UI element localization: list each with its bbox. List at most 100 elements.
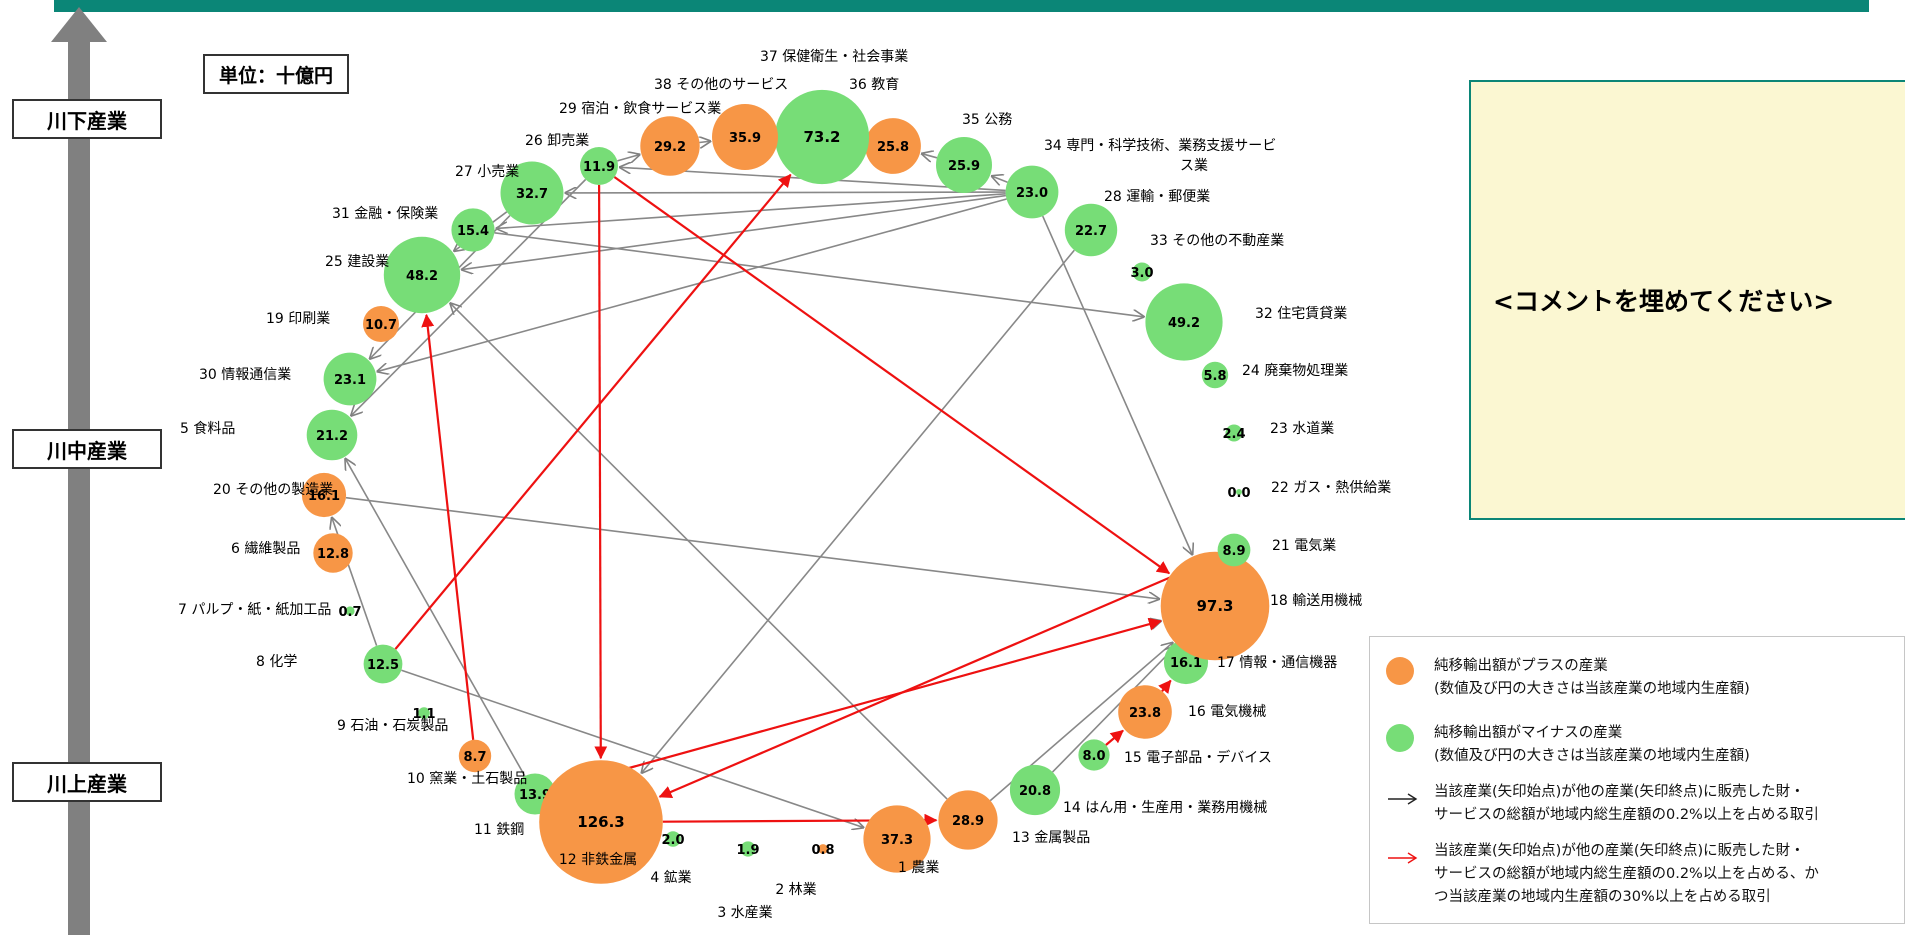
node-18: 97.3 <box>1160 551 1270 661</box>
comment-placeholder: <コメントを埋めてください> <box>1493 287 1835 316</box>
node-1-value: 37.3 <box>881 833 913 848</box>
node-15-value: 8.0 <box>1082 749 1105 764</box>
legend-negative-line1: 純移輸出額がマイナスの産業 <box>1434 725 1623 741</box>
node-28-label: 28 運輸・郵便業 <box>1104 189 1210 205</box>
edge-34-to-35 <box>992 176 1008 182</box>
node-22-circle <box>1236 489 1242 495</box>
strong-edge-10-to-25 <box>421 313 475 741</box>
node-20-value: 16.1 <box>308 489 340 504</box>
node-35: 25.9 <box>936 137 992 193</box>
node-23: 2.4 <box>1222 424 1246 442</box>
node-15-circle <box>1078 739 1110 771</box>
node-1-circle <box>863 805 931 873</box>
node-36: 25.8 <box>865 118 921 174</box>
node-8-circle <box>363 644 403 684</box>
tier-axis-arrow <box>51 7 107 935</box>
node-20-circle <box>301 472 347 518</box>
node-20-label: 20 その他の製造業 <box>213 482 333 498</box>
node-13-label: 13 金属製品 <box>1012 830 1090 846</box>
node-24-circle <box>1201 361 1229 389</box>
comment-box[interactable]: <コメントを埋めてください> <box>1469 80 1905 520</box>
node-34-circle <box>1005 165 1059 219</box>
node-3-circle <box>740 841 756 857</box>
node-7-circle <box>345 606 355 616</box>
node-12: 126.3 <box>539 760 663 884</box>
node-37-label: 37 保健衛生・社会事業 <box>760 49 908 65</box>
node-35-value: 25.9 <box>948 159 980 174</box>
node-2-label: 2 林業 <box>775 882 816 898</box>
node-27: 32.7 <box>500 161 564 225</box>
node-12-value: 126.3 <box>577 813 624 831</box>
edge-28-to-12 <box>642 249 1075 773</box>
node-14-circle <box>1009 764 1061 816</box>
node-21: 8.9 <box>1217 533 1251 567</box>
node-31-value: 15.4 <box>457 224 489 239</box>
node-19-label: 19 印刷業 <box>266 311 330 327</box>
node-7-label: 7 パルプ・紙・紙加工品 <box>178 602 331 618</box>
edge-11-to-5 <box>345 459 526 777</box>
node-13-circle <box>938 790 998 850</box>
node-2: 0.8 <box>811 843 834 858</box>
node-2-circle <box>818 844 828 854</box>
node-34-label-line2: ス業 <box>1180 158 1208 174</box>
node-25: 48.2 <box>383 236 461 314</box>
node-8: 12.5 <box>363 644 403 684</box>
node-1: 37.3 <box>863 805 931 873</box>
edges-layer <box>332 137 1220 828</box>
legend: 純移輸出額がプラスの産業 (数値及び円の大きさは当該産業の地域内生産額) 純移輸… <box>1369 636 1905 924</box>
node-33-circle <box>1132 262 1152 282</box>
node-18-label: 18 輸送用機械 <box>1270 593 1362 609</box>
node-29-circle <box>640 116 700 176</box>
node-19-value: 10.7 <box>365 318 397 333</box>
node-3: 1.9 <box>736 841 760 858</box>
node-23-value: 2.4 <box>1222 427 1245 442</box>
orange-circle-icon <box>1386 657 1414 685</box>
edge-34-to-27 <box>566 192 1006 193</box>
node-14: 20.8 <box>1009 764 1061 816</box>
node-11-value: 13.9 <box>519 788 551 803</box>
node-26-circle <box>580 147 618 185</box>
tier-label-upstream: 川上産業 <box>12 762 162 802</box>
node-7-value: 0.7 <box>338 605 361 620</box>
node-38-value: 35.9 <box>729 131 761 146</box>
node-16-value: 23.8 <box>1129 706 1161 721</box>
node-29-value: 29.2 <box>654 140 686 155</box>
node-38: 35.9 <box>712 104 778 170</box>
edge-13-to-25 <box>450 303 948 800</box>
edge-34-to-18 <box>1041 215 1193 554</box>
node-32-label: 32 住宅賃貸業 <box>1255 306 1347 322</box>
node-34: 23.0 <box>1005 165 1059 219</box>
node-13-value: 28.9 <box>952 814 984 829</box>
node-36-label: 36 教育 <box>849 77 899 93</box>
legend-red-line1: 当該産業(矢印始点)が他の産業(矢印終点)に販売した財・ <box>1434 843 1805 859</box>
node-14-label: 14 はん用・生産用・業務用機械 <box>1063 800 1267 816</box>
node-26-label: 26 卸売業 <box>525 133 589 149</box>
node-4-label: 4 鉱業 <box>650 869 691 886</box>
node-19-circle <box>363 306 399 342</box>
node-34-value: 23.0 <box>1016 186 1048 201</box>
node-4-circle <box>665 831 681 847</box>
node-12-label: 12 非鉄金属 <box>559 852 637 868</box>
node-25-circle <box>383 236 461 314</box>
node-31-circle <box>451 208 495 252</box>
tier-label-downstream: 川下産業 <box>12 99 162 139</box>
node-25-label: 25 建設業 <box>325 254 389 270</box>
node-10-value: 8.7 <box>463 750 486 765</box>
node-15-label: 15 電子部品・デバイス <box>1124 749 1272 766</box>
node-28-value: 22.7 <box>1075 224 1107 239</box>
node-21-label: 21 電気業 <box>1272 538 1336 554</box>
node-27-value: 32.7 <box>516 187 548 202</box>
node-4-value: 2.0 <box>661 833 684 848</box>
node-4: 2.0 <box>661 831 685 848</box>
node-27-circle <box>500 161 564 225</box>
node-23-circle <box>1225 424 1243 442</box>
labels-layer: 1 農業 2 林業3 水産業 4 鉱業 5 食料品 6 繊維製品 7 パルプ・紙・紙加工品… <box>178 49 1391 921</box>
node-13: 28.9 <box>938 790 998 850</box>
node-28: 22.7 <box>1064 203 1118 257</box>
node-33-label: 33 その他の不動産業 <box>1150 233 1284 249</box>
edge-34-to-25 <box>462 194 1007 270</box>
node-6-circle <box>313 533 353 573</box>
strong-edge-26-to-18 <box>613 176 1171 575</box>
node-22-value: 0.0 <box>1227 486 1250 501</box>
green-circle-icon <box>1386 724 1414 752</box>
